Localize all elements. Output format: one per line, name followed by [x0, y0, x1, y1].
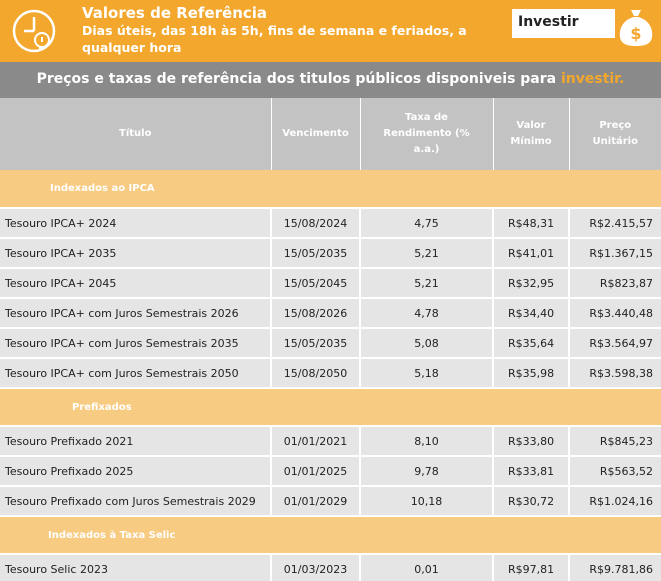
cell-titulo: Tesouro Prefixado 2021 [0, 426, 272, 457]
cell-vencimento: 01/01/2021 [271, 426, 361, 457]
cell-taxa: 5,08 [360, 328, 494, 359]
cell-vencimento: 01/03/2023 [271, 554, 361, 581]
cell-vencimento: 01/01/2025 [271, 456, 361, 487]
table-row[interactable]: Tesouro Selic 2023 01/03/2023 0,01 R$97,81 R… [0, 554, 661, 581]
cell-preco-unitario: R$2.415,57 [569, 208, 661, 239]
group-label: Indexados à Taxa Selic [0, 516, 661, 555]
group-label: Prefixados [0, 388, 661, 427]
cell-vencimento: 15/05/2035 [271, 328, 361, 359]
cell-taxa: 8,10 [360, 426, 494, 457]
cell-preco-unitario: R$3.598,38 [569, 358, 661, 389]
cell-preco-unitario: R$9.781,86 [569, 554, 661, 581]
reference-table: Título Vencimento Taxa de Rendimento (% … [0, 98, 661, 581]
column-header-vencimento: Vencimento [271, 98, 361, 170]
cell-titulo: Tesouro IPCA+ com Juros Semestrais 2026 [0, 298, 272, 329]
cell-taxa: 9,78 [360, 456, 494, 487]
cell-preco-unitario: R$1.367,15 [569, 238, 661, 269]
cell-vencimento: 15/05/2035 [271, 238, 361, 269]
page-title: Valores de Referência [82, 4, 268, 22]
table-row[interactable]: Tesouro IPCA+ 2045 15/05/2045 5,21 R$32,95 R… [0, 268, 661, 299]
cell-taxa: 5,21 [360, 238, 494, 269]
cell-vencimento: 01/01/2029 [271, 486, 361, 517]
cell-titulo: Tesouro Selic 2023 [0, 554, 272, 581]
svg-text:$: $ [630, 24, 641, 43]
cell-valor-minimo: R$35,64 [493, 328, 570, 359]
cell-vencimento: 15/05/2045 [271, 268, 361, 299]
table-row[interactable]: Tesouro Prefixado 2025 01/01/2025 9,78 R$33… [0, 456, 661, 487]
cell-taxa: 4,75 [360, 208, 494, 239]
clock-lightbulb-icon [12, 9, 56, 53]
cell-preco-unitario: R$845,23 [569, 426, 661, 457]
column-header-taxa-label: Taxa de Rendimento (% a.a.) [383, 112, 470, 155]
cell-titulo: Tesouro IPCA+ com Juros Semestrais 2050 [0, 358, 272, 389]
cell-preco-unitario: R$3.564,97 [569, 328, 661, 359]
table-row[interactable]: Tesouro IPCA+ 2024 15/08/2024 4,75 R$48,31 R… [0, 208, 661, 239]
table-row[interactable]: Tesouro Prefixado com Juros Semestrais 2… [0, 486, 661, 517]
table-body: Indexados ao IPCA Tesouro IPCA+ 2024 15/08… [0, 170, 661, 581]
cell-valor-minimo: R$97,81 [493, 554, 570, 581]
column-header-taxa: Taxa de Rendimento (% a.a.) [360, 98, 494, 170]
banner-invest-link[interactable]: investir. [560, 71, 625, 87]
table-row[interactable]: Tesouro IPCA+ com Juros Semestrais 2050 1… [0, 358, 661, 389]
cell-preco-unitario: R$3.440,48 [569, 298, 661, 329]
banner-text: Preços e taxas de referência dos titulos… [36, 71, 561, 87]
group-label: Indexados ao IPCA [0, 170, 661, 209]
cell-titulo: Tesouro IPCA+ com Juros Semestrais 2035 [0, 328, 272, 359]
cell-taxa: 4,78 [360, 298, 494, 329]
table-row[interactable]: Tesouro IPCA+ 2035 15/05/2035 5,21 R$41,01 R… [0, 238, 661, 269]
cell-valor-minimo: R$48,31 [493, 208, 570, 239]
group-row: Indexados à Taxa Selic [0, 516, 661, 555]
cell-titulo: Tesouro Prefixado 2025 [0, 456, 272, 487]
reference-banner: Preços e taxas de referência dos titulos… [0, 62, 661, 98]
cell-titulo: Tesouro Prefixado com Juros Semestrais 2… [0, 486, 272, 517]
group-row: Prefixados [0, 388, 661, 427]
cell-vencimento: 15/08/2024 [271, 208, 361, 239]
cell-valor-minimo: R$33,80 [493, 426, 570, 457]
cell-preco-unitario: R$563,52 [569, 456, 661, 487]
cell-valor-minimo: R$35,98 [493, 358, 570, 389]
top-header: Valores de Referência Dias úteis, das 18… [0, 0, 661, 62]
cell-titulo: Tesouro IPCA+ 2035 [0, 238, 272, 269]
table-row[interactable]: Tesouro Prefixado 2021 01/01/2021 8,10 R$33… [0, 426, 661, 457]
cell-taxa: 0,01 [360, 554, 494, 581]
table-header-row: Título Vencimento Taxa de Rendimento (% … [0, 98, 661, 170]
group-row: Indexados ao IPCA [0, 170, 661, 209]
column-header-titulo: Título [0, 98, 272, 170]
cell-valor-minimo: R$33,81 [493, 456, 570, 487]
cell-taxa: 10,18 [360, 486, 494, 517]
cell-vencimento: 15/08/2026 [271, 298, 361, 329]
money-bag-icon[interactable]: $ [617, 6, 655, 48]
cell-preco-unitario: R$823,87 [569, 268, 661, 299]
cell-preco-unitario: R$1.024,16 [569, 486, 661, 517]
cell-valor-minimo: R$30,72 [493, 486, 570, 517]
column-header-preco-unitario: Preço Unitário [569, 98, 661, 170]
cell-valor-minimo: R$32,95 [493, 268, 570, 299]
invest-button[interactable]: Investir [512, 9, 615, 38]
column-header-valor-minimo: Valor Mínimo [493, 98, 570, 170]
cell-titulo: Tesouro IPCA+ 2045 [0, 268, 272, 299]
cell-taxa: 5,18 [360, 358, 494, 389]
cell-vencimento: 15/08/2050 [271, 358, 361, 389]
cell-taxa: 5,21 [360, 268, 494, 299]
table-row[interactable]: Tesouro IPCA+ com Juros Semestrais 2026 1… [0, 298, 661, 329]
column-header-preco-unitario-label: Preço Unitário [592, 120, 638, 147]
cell-valor-minimo: R$34,40 [493, 298, 570, 329]
cell-valor-minimo: R$41,01 [493, 238, 570, 269]
page-subtitle: Dias úteis, das 18h às 5h, fins de seman… [82, 23, 467, 55]
column-header-valor-minimo-label: Valor Mínimo [510, 120, 552, 147]
cell-titulo: Tesouro IPCA+ 2024 [0, 208, 272, 239]
table-row[interactable]: Tesouro IPCA+ com Juros Semestrais 2035 1… [0, 328, 661, 359]
